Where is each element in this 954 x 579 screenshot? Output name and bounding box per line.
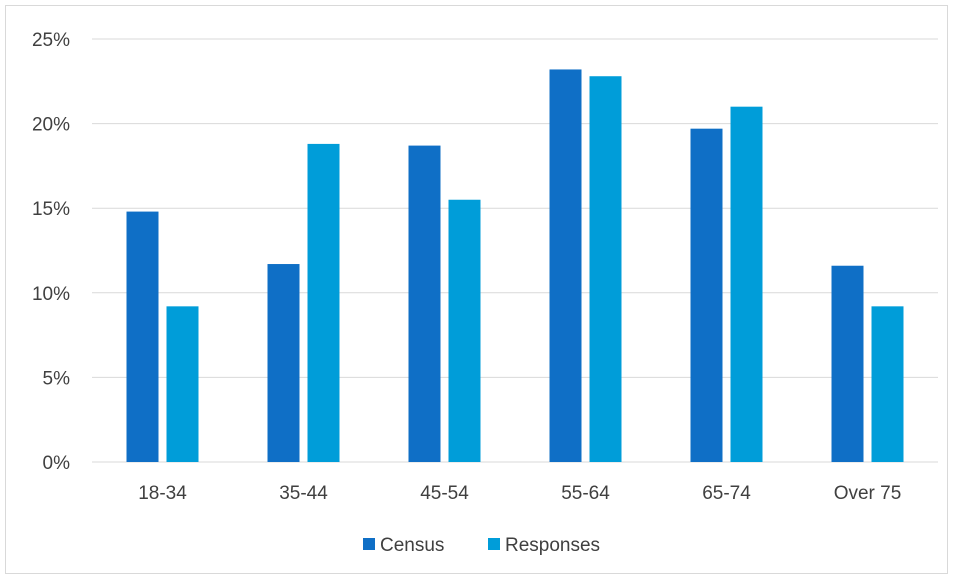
x-tick-label: 45-54 <box>420 483 469 504</box>
bar-responses-over-75 <box>871 306 904 462</box>
bar-census-55-64 <box>549 69 582 463</box>
y-tick-label: 25% <box>32 30 70 51</box>
gridlines <box>92 38 938 463</box>
bar-responses-45-54 <box>448 199 481 463</box>
x-tick-label: Over 75 <box>834 483 902 504</box>
y-tick-label: 5% <box>43 368 71 389</box>
bar-census-18-34 <box>126 211 159 462</box>
legend-swatch-responses <box>488 538 500 550</box>
bars <box>126 69 904 463</box>
x-tick-label: 18-34 <box>138 483 187 504</box>
bar-census-65-74 <box>690 128 723 462</box>
y-tick-label: 0% <box>43 453 71 474</box>
x-tick-label: 65-74 <box>702 483 751 504</box>
legend: Census Responses <box>363 535 600 556</box>
bar-responses-18-34 <box>166 306 199 462</box>
x-tick-label: 55-64 <box>561 483 610 504</box>
y-tick-label: 10% <box>32 284 70 305</box>
x-axis-ticks: 18-34 35-44 45-54 55-64 65-74 Over 75 <box>138 483 901 504</box>
x-tick-label: 35-44 <box>279 483 328 504</box>
bar-responses-55-64 <box>589 76 622 462</box>
bar-census-45-54 <box>408 145 441 462</box>
legend-label-responses: Responses <box>505 535 600 556</box>
legend-label-census: Census <box>380 535 444 556</box>
bar-responses-35-44 <box>307 143 340 463</box>
bar-census-over-75 <box>831 265 864 462</box>
legend-swatch-census <box>363 538 375 550</box>
bar-responses-65-74 <box>730 106 763 463</box>
y-tick-label: 20% <box>32 115 70 136</box>
y-axis-ticks: 0% 5% 10% 15% 20% 25% <box>32 30 70 474</box>
y-tick-label: 15% <box>32 199 70 220</box>
bar-census-35-44 <box>267 264 300 462</box>
